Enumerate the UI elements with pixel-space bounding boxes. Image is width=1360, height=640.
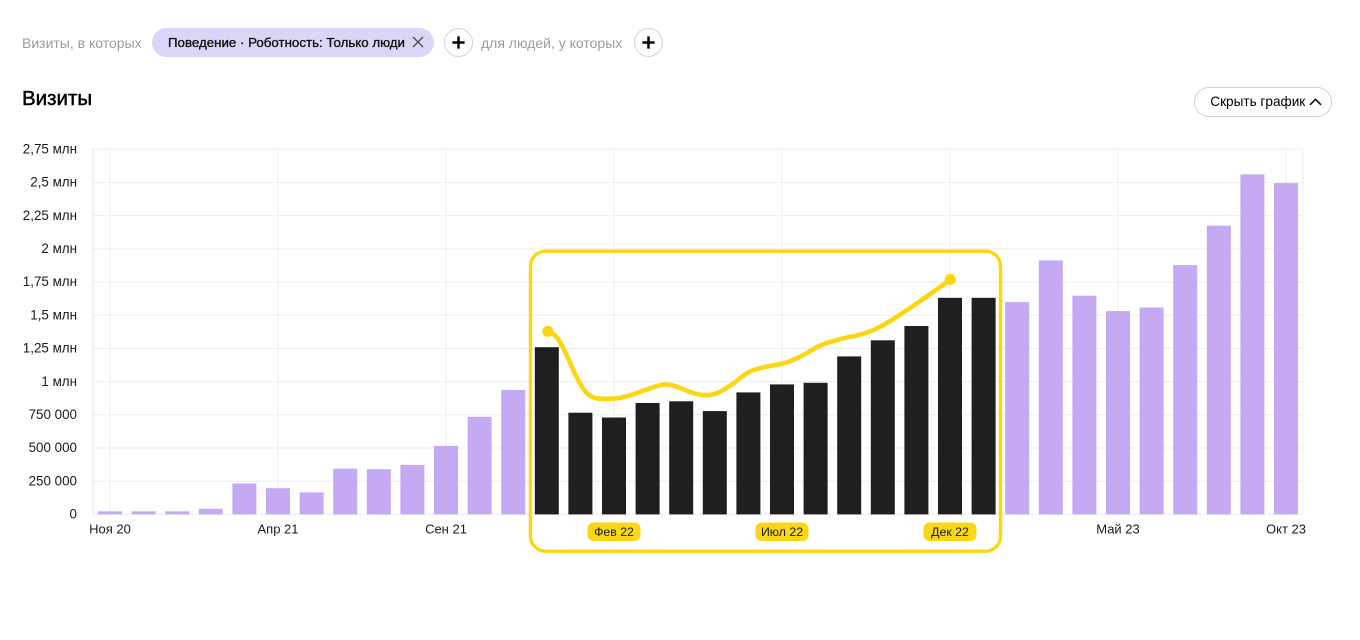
svg-text:Фев 22: Фев 22	[594, 525, 634, 539]
svg-text:250 000: 250 000	[29, 473, 77, 488]
svg-text:Ноя 20: Ноя 20	[89, 522, 131, 537]
svg-text:Сен 21: Сен 21	[425, 522, 467, 537]
svg-text:0: 0	[70, 507, 77, 522]
svg-text:Окт 23: Окт 23	[1266, 522, 1306, 537]
svg-text:Июл 22: Июл 22	[761, 525, 803, 539]
svg-text:Дек 22: Дек 22	[931, 525, 969, 539]
svg-text:2 млн: 2 млн	[41, 241, 77, 256]
svg-text:2,75 млн: 2,75 млн	[23, 141, 77, 156]
svg-text:2,5 млн: 2,5 млн	[30, 175, 77, 190]
svg-text:1,75 млн: 1,75 млн	[23, 274, 77, 289]
svg-text:750 000: 750 000	[29, 407, 77, 422]
svg-text:1 млн: 1 млн	[41, 374, 77, 389]
svg-text:Май 23: Май 23	[1096, 522, 1140, 537]
svg-text:500 000: 500 000	[29, 440, 77, 455]
svg-text:1,25 млн: 1,25 млн	[23, 341, 77, 356]
svg-text:2,25 млн: 2,25 млн	[23, 208, 77, 223]
svg-text:Апр 21: Апр 21	[257, 522, 298, 537]
svg-text:1,5 млн: 1,5 млн	[30, 307, 77, 322]
